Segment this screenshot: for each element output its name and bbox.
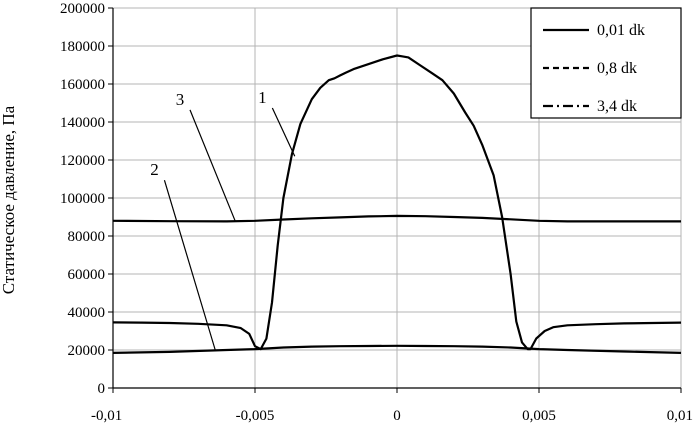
- y-tick-label: 180000: [60, 39, 105, 55]
- legend: 0,01 dk 0,8 dk 3,4 dk: [530, 7, 682, 119]
- legend-label: 3,4 dk: [597, 98, 637, 115]
- y-tick-label: 100000: [60, 191, 105, 207]
- y-tick-label: 20000: [68, 343, 106, 359]
- y-tick-label: 60000: [68, 267, 106, 283]
- y-axis-label: Статическое давление, Па: [0, 105, 18, 294]
- y-tick-label: 140000: [60, 115, 105, 131]
- annotation-leader: [189, 109, 236, 222]
- tick-labels: 0 20000 40000 60000 80000 100000 120000 140000 1…: [60, 1, 693, 424]
- annotation-label: 2: [150, 160, 159, 179]
- legend-label: 0,8 dk: [597, 60, 637, 77]
- series-lines: [112, 54, 682, 354]
- series-line-2: [112, 344, 682, 354]
- annotation-leader: [163, 180, 216, 351]
- annotation-label: 3: [176, 90, 185, 109]
- x-tick-label: -0,01: [91, 408, 122, 424]
- grid: [113, 7, 682, 388]
- legend-box: [530, 7, 682, 119]
- y-tick-label: 80000: [68, 229, 106, 245]
- annotation-label: 1: [258, 88, 267, 107]
- y-tick-label: 0: [98, 381, 106, 397]
- x-tick-label: 0: [393, 408, 401, 424]
- y-tick-label: 40000: [68, 305, 106, 321]
- series-line-3: [112, 214, 681, 223]
- annotation-leader: [271, 107, 296, 157]
- x-tick-label: -0,005: [236, 408, 275, 424]
- x-tick-label: 0,005: [522, 408, 556, 424]
- y-tick-label: 200000: [60, 1, 105, 17]
- axes: [108, 7, 682, 393]
- annotations: 1 3 2: [150, 88, 296, 351]
- y-tick-label: 120000: [60, 153, 105, 169]
- legend-label: 0,01 dk: [597, 22, 645, 39]
- x-tick-label: 0,01: [667, 408, 693, 424]
- y-tick-label: 160000: [60, 77, 105, 93]
